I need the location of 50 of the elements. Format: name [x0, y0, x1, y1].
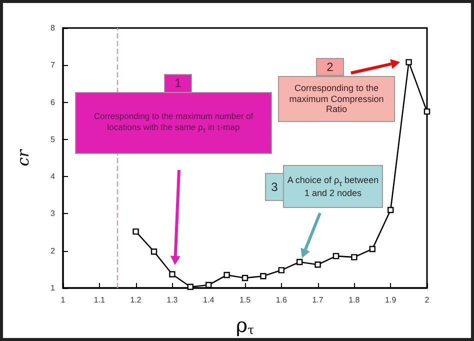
annotation: 3 — [271, 180, 278, 194]
point — [424, 108, 430, 115]
y-tick-label: 3 — [50, 209, 56, 218]
x-tick-label: 1.9 — [385, 296, 397, 304]
point — [242, 274, 248, 282]
point — [351, 254, 358, 260]
point — [314, 262, 321, 268]
annotation: 2 — [326, 60, 334, 74]
x-tick-label: 1.8 — [348, 296, 360, 304]
x-tick-label: 1.6 — [276, 296, 288, 304]
callout-box: A choice of ρ$_{τ}$ between 1 and 2 nodes — [283, 165, 383, 208]
callout-box: 1 — [164, 74, 192, 93]
point — [260, 273, 266, 280]
annotation: 1 — [174, 76, 182, 91]
point — [388, 206, 394, 214]
x-tick-label: 1.5 — [239, 296, 252, 304]
y-axis-title: cr — [14, 148, 32, 166]
y-tick-label: 5 — [50, 134, 56, 144]
y-tick-label: 1 — [50, 284, 56, 292]
x-tick-label: 2 — [424, 296, 430, 304]
annotation: Corresponding to the maximum Compression Ratio — [288, 82, 385, 116]
point — [206, 282, 212, 288]
point — [406, 59, 412, 66]
x-tick-label: 1.3 — [166, 296, 178, 304]
point — [150, 248, 158, 255]
callout-box: 3 — [265, 173, 284, 201]
x-tick-label: 1.7 — [312, 296, 324, 304]
y-tick-label: 7 — [50, 60, 56, 70]
x-tick-label: 1.2 — [130, 296, 142, 304]
x-tick-label: 1.1 — [94, 296, 106, 304]
point — [224, 272, 230, 278]
point — [169, 271, 176, 278]
point — [132, 228, 139, 235]
y-tick-label: 2 — [50, 246, 56, 256]
annotation: A choice of ρ$_{τ}$ between 1 and 2 nodes — [286, 174, 380, 198]
x-tick-label: 1 — [60, 296, 66, 304]
point — [187, 284, 194, 290]
annotation: Corresponding to the maximum number of locations with the same ρ$_{τ}$ in τ-map — [92, 111, 254, 135]
y-tick-label: 8 — [50, 24, 56, 32]
y-tick-label: 6 — [50, 98, 56, 107]
point — [332, 252, 340, 260]
point — [296, 258, 303, 266]
point — [369, 246, 376, 252]
x-tick-label: 1.4 — [203, 296, 215, 304]
callout-box: Corresponding to the maximum number of locations with the same ρ$_{τ}$ in τ-map — [75, 92, 272, 154]
point — [278, 267, 284, 274]
x-axis-title: ρτ — [236, 313, 255, 337]
callout-box: Corresponding to the maximum Compression Ratio — [278, 76, 395, 122]
y-tick-label: 4 — [50, 172, 56, 182]
callout-box: 2 — [316, 58, 344, 76]
